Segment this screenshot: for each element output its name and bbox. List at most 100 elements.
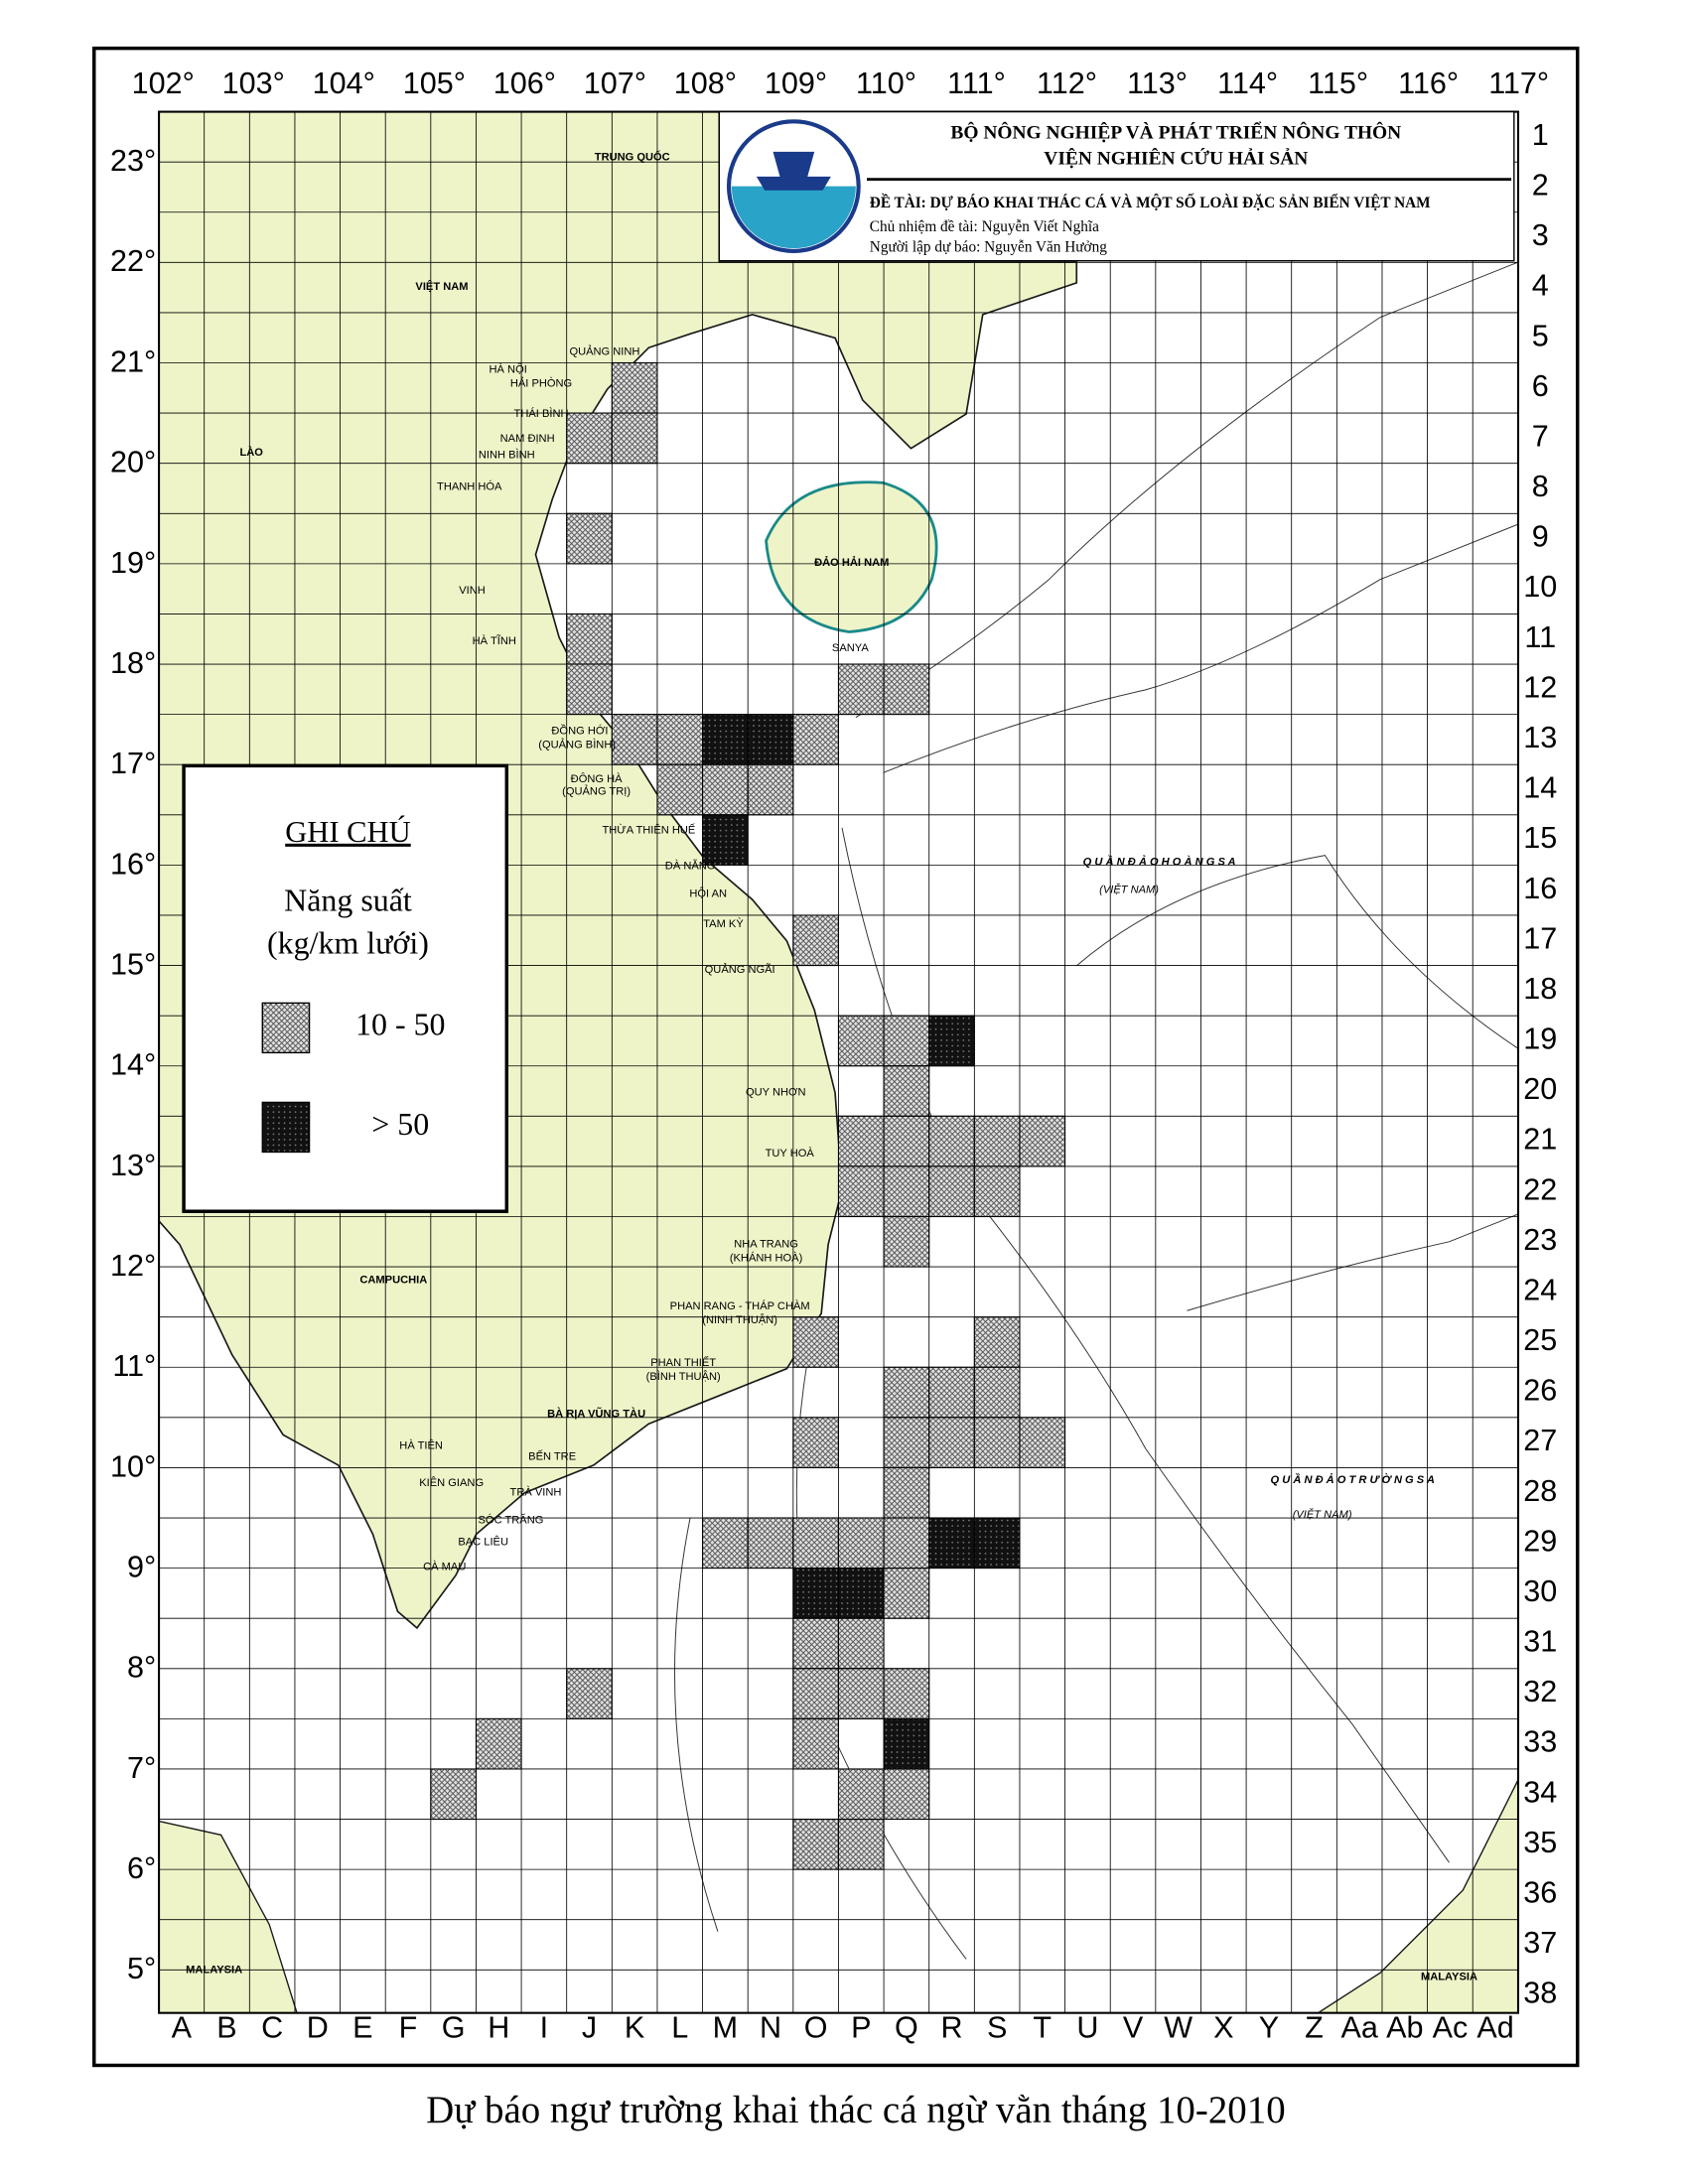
row-label: 30 [1523,1574,1557,1608]
row-label: 36 [1523,1876,1557,1910]
forecast-cell [973,1517,1021,1570]
latitude-label: 8° [127,1651,156,1685]
place-name: THANH HÓA [437,480,502,493]
latitude-label: 7° [127,1751,156,1785]
forecast-cell [747,714,794,765]
row-label: 37 [1523,1926,1557,1960]
place-name: NHA TRANG [734,1239,798,1251]
column-label: P [851,2010,871,2044]
place-name: BẾN TRE [528,1450,576,1463]
forecast-cell [883,1115,930,1167]
forecast-cell [702,814,749,866]
forecast-cell [792,1316,840,1368]
place-name: HÀ NỘI [490,362,527,375]
longitude-label: 112° [1037,67,1097,100]
place-name: (KHÁNH HOÀ) [730,1251,803,1264]
header-line1: BỘ NÔNG NGHIỆP VÀ PHÁT TRIỂN NÔNG THÔN [950,121,1401,143]
forecast-cell [883,1668,930,1719]
header-lead: Chủ nhiệm đề tài: Nguyễn Viết Nghĩa [870,218,1099,235]
logo-sea [731,186,856,249]
latitude-label: 10° [110,1449,156,1483]
place-name: CÀ MAU [423,1561,466,1573]
legend-swatch [261,1101,311,1154]
row-label: 26 [1523,1374,1557,1408]
forecast-cell [928,1517,975,1570]
place-name: PHAN RANG - THÁP CHÀM [670,1299,810,1312]
forecast-cell [566,1668,613,1719]
row-label: 13 [1523,721,1557,754]
place-name: Q U Ầ N Đ Ả O T R Ư Ờ N G S A [1271,1473,1435,1486]
forecast-cell [883,1065,930,1117]
longitude-label: 106° [493,67,556,100]
column-label: S [987,2010,1007,2044]
latitude-label: 11° [112,1349,156,1383]
longitude-label: 105° [403,67,466,100]
forecast-cell [928,1366,975,1419]
place-name: VIỆT NAM [415,280,468,293]
forecast-cell [566,412,613,465]
forecast-cell [973,1366,1021,1419]
forecast-cell [883,1366,930,1419]
map-area [159,111,1518,2013]
forecast-cell [928,1015,975,1067]
legend-label: 10 - 50 [355,1008,446,1042]
forecast-cell [1019,1115,1066,1167]
forecast-cell [792,1717,840,1770]
forecast-cell [883,1015,930,1067]
row-label: 9 [1532,520,1549,554]
place-name: TUY HOÀ [766,1147,815,1160]
column-label: M [713,2010,738,2044]
column-label: H [488,2010,509,2044]
place-name: SÓC TRĂNG [479,1513,544,1526]
hainan-island [765,480,938,633]
forecast-cell [883,1215,930,1268]
forecast-cell [566,663,613,716]
column-label: I [540,2010,549,2044]
place-name: Q U Ầ N Đ Ả O H O À N G S A [1083,856,1236,869]
place-name: BẠC LIÊU [458,1536,508,1549]
latitude-label: 14° [110,1048,156,1082]
forecast-cell [883,1517,930,1570]
place-name: TRUNG QUỐC [595,149,670,163]
column-label: W [1164,2010,1193,2044]
place-name: THỪA THIÊN HUẾ [603,824,696,837]
column-label: Ab [1386,2010,1423,2044]
place-name: VINH [459,585,486,597]
column-label: U [1076,2010,1098,2044]
forecast-cell [702,714,749,765]
header-forecaster: Người lập dự báo: Nguyễn Văn Hưởng [870,239,1107,256]
forecast-cell [611,361,658,414]
longitude-label: 103° [222,67,285,100]
row-label: 27 [1523,1424,1557,1457]
place-name: THÁI BÌNH [514,407,569,420]
latitude-label: 17° [110,747,156,780]
forecast-cell [973,1316,1021,1368]
row-label: 16 [1523,872,1557,905]
column-label: X [1213,2010,1233,2044]
row-label: 14 [1523,771,1557,805]
header-line2: VIỆN NGHIÊN CỨU HẢI SẢN [1044,148,1308,170]
forecast-cell [792,1517,840,1570]
forecast-cell [566,613,613,665]
longitude-label: 117° [1488,67,1549,100]
place-name: PHAN THIẾT [650,1356,716,1369]
place-name: HÀ TĨNH [473,634,516,647]
latitude-label: 6° [127,1851,156,1885]
forecast-cell [837,1568,885,1619]
logo-ship [756,151,831,191]
latitude-label: 15° [110,947,156,981]
place-name: HẢI PHÒNG [510,376,572,389]
longitude-label: 113° [1127,67,1188,100]
row-label: 31 [1523,1625,1557,1659]
place-name: ĐỒNG HỚI [551,725,608,738]
forecast-cell [566,512,613,565]
place-name: (VIỆT NAM) [1293,1508,1352,1521]
column-label: C [261,2010,283,2044]
place-name: ĐÔNG HÀ [571,772,623,785]
longitude-label: 111° [947,67,1006,100]
forecast-cell [973,1165,1021,1218]
latitude-label: 19° [110,546,156,580]
forecast-cell [792,1818,840,1870]
legend-panel [182,763,509,1213]
row-label: 2 [1532,169,1549,203]
